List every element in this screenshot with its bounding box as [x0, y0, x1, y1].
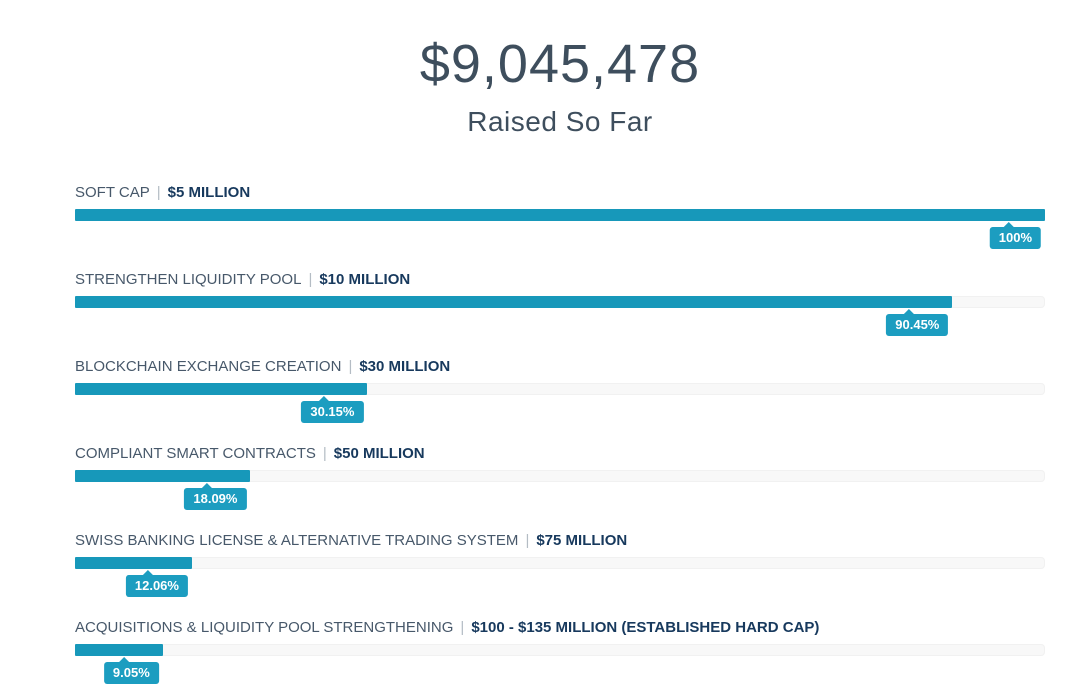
progress-fill — [75, 644, 163, 657]
milestone-row: STRENGTHEN LIQUIDITY POOL | $10 MILLION 90… — [75, 272, 1045, 359]
percent-badge-wrap: 12.06% — [125, 570, 188, 598]
milestone-list: SOFT CAP | $5 MILLION 100% STRENGTHEN LIQU… — [75, 185, 1045, 695]
percent-badge: 30.15% — [301, 396, 364, 424]
progress-track: 18.09% — [75, 470, 1045, 511]
milestone-label: ACQUISITIONS & LIQUIDITY POOL STRENGTHEN… — [75, 619, 454, 637]
page-header: $9,045,478 Raised So Far — [75, 0, 1045, 138]
percent-badge-wrap: 9.05% — [103, 657, 159, 685]
milestone-target: $5 MILLION — [167, 184, 251, 202]
page-title: $9,045,478 — [419, 34, 701, 94]
percent-badge-wrap: 18.09% — [184, 483, 247, 511]
percent-badge-wrap: 90.45% — [886, 309, 949, 337]
milestone-target: $10 MILLION — [319, 271, 411, 289]
milestone-label-line: ACQUISITIONS & LIQUIDITY POOL STRENGTHEN… — [75, 620, 1045, 636]
milestone-label: BLOCKCHAIN EXCHANGE CREATION — [75, 358, 342, 376]
milestone-label-line: BLOCKCHAIN EXCHANGE CREATION | $30 MILLION — [75, 359, 1045, 375]
milestone-row: SOFT CAP | $5 MILLION 100% — [75, 185, 1045, 272]
milestone-separator: | — [308, 271, 313, 289]
page-subtitle: Raised So Far — [467, 106, 653, 138]
percent-badge-wrap: 30.15% — [301, 396, 364, 424]
milestone-separator: | — [348, 358, 353, 376]
milestone-row: SWISS BANKING LICENSE & ALTERNATIVE TRAD… — [75, 533, 1045, 620]
progress-track: 12.06% — [75, 557, 1045, 598]
milestone-label: COMPLIANT SMART CONTRACTS — [75, 445, 316, 463]
percent-badge: 90.45% — [886, 309, 949, 337]
progress-track: 100% — [75, 209, 1045, 250]
progress-track: 90.45% — [75, 296, 1045, 337]
milestone-target: $30 MILLION — [359, 358, 451, 376]
milestone-label-line: COMPLIANT SMART CONTRACTS | $50 MILLION — [75, 446, 1045, 462]
progress-fill — [75, 296, 953, 309]
percent-badge-wrap: 100% — [989, 222, 1041, 250]
milestone-target: $50 MILLION — [333, 445, 425, 463]
percent-badge: 100% — [989, 222, 1041, 250]
milestone-target: $75 MILLION — [536, 532, 628, 550]
milestone-row: ACQUISITIONS & LIQUIDITY POOL STRENGTHEN… — [75, 620, 1045, 695]
progress-track: 9.05% — [75, 644, 1045, 685]
milestone-label-line: STRENGTHEN LIQUIDITY POOL | $10 MILLION — [75, 272, 1045, 288]
milestone-row: COMPLIANT SMART CONTRACTS | $50 MILLION 18… — [75, 446, 1045, 533]
percent-badge: 12.06% — [125, 570, 188, 598]
progress-fill — [75, 383, 368, 396]
milestone-label: SWISS BANKING LICENSE & ALTERNATIVE TRAD… — [75, 532, 519, 550]
milestone-separator: | — [322, 445, 327, 463]
progress-track: 30.15% — [75, 383, 1045, 424]
milestone-label: SOFT CAP — [75, 184, 150, 202]
progress-fill — [75, 209, 1045, 222]
percent-badge: 18.09% — [184, 483, 247, 511]
milestone-label-line: SOFT CAP | $5 MILLION — [75, 185, 1045, 201]
milestone-separator: | — [156, 184, 161, 202]
milestone-separator: | — [525, 532, 530, 550]
percent-badge: 9.05% — [103, 657, 159, 685]
milestone-label-line: SWISS BANKING LICENSE & ALTERNATIVE TRAD… — [75, 533, 1045, 549]
milestone-row: BLOCKCHAIN EXCHANGE CREATION | $30 MILLION… — [75, 359, 1045, 446]
milestone-label: STRENGTHEN LIQUIDITY POOL — [75, 271, 302, 289]
progress-fill — [75, 557, 192, 570]
progress-fill — [75, 470, 251, 483]
milestone-target: $100 - $135 MILLION (ESTABLISHED HARD CA… — [471, 619, 820, 637]
milestone-separator: | — [460, 619, 465, 637]
